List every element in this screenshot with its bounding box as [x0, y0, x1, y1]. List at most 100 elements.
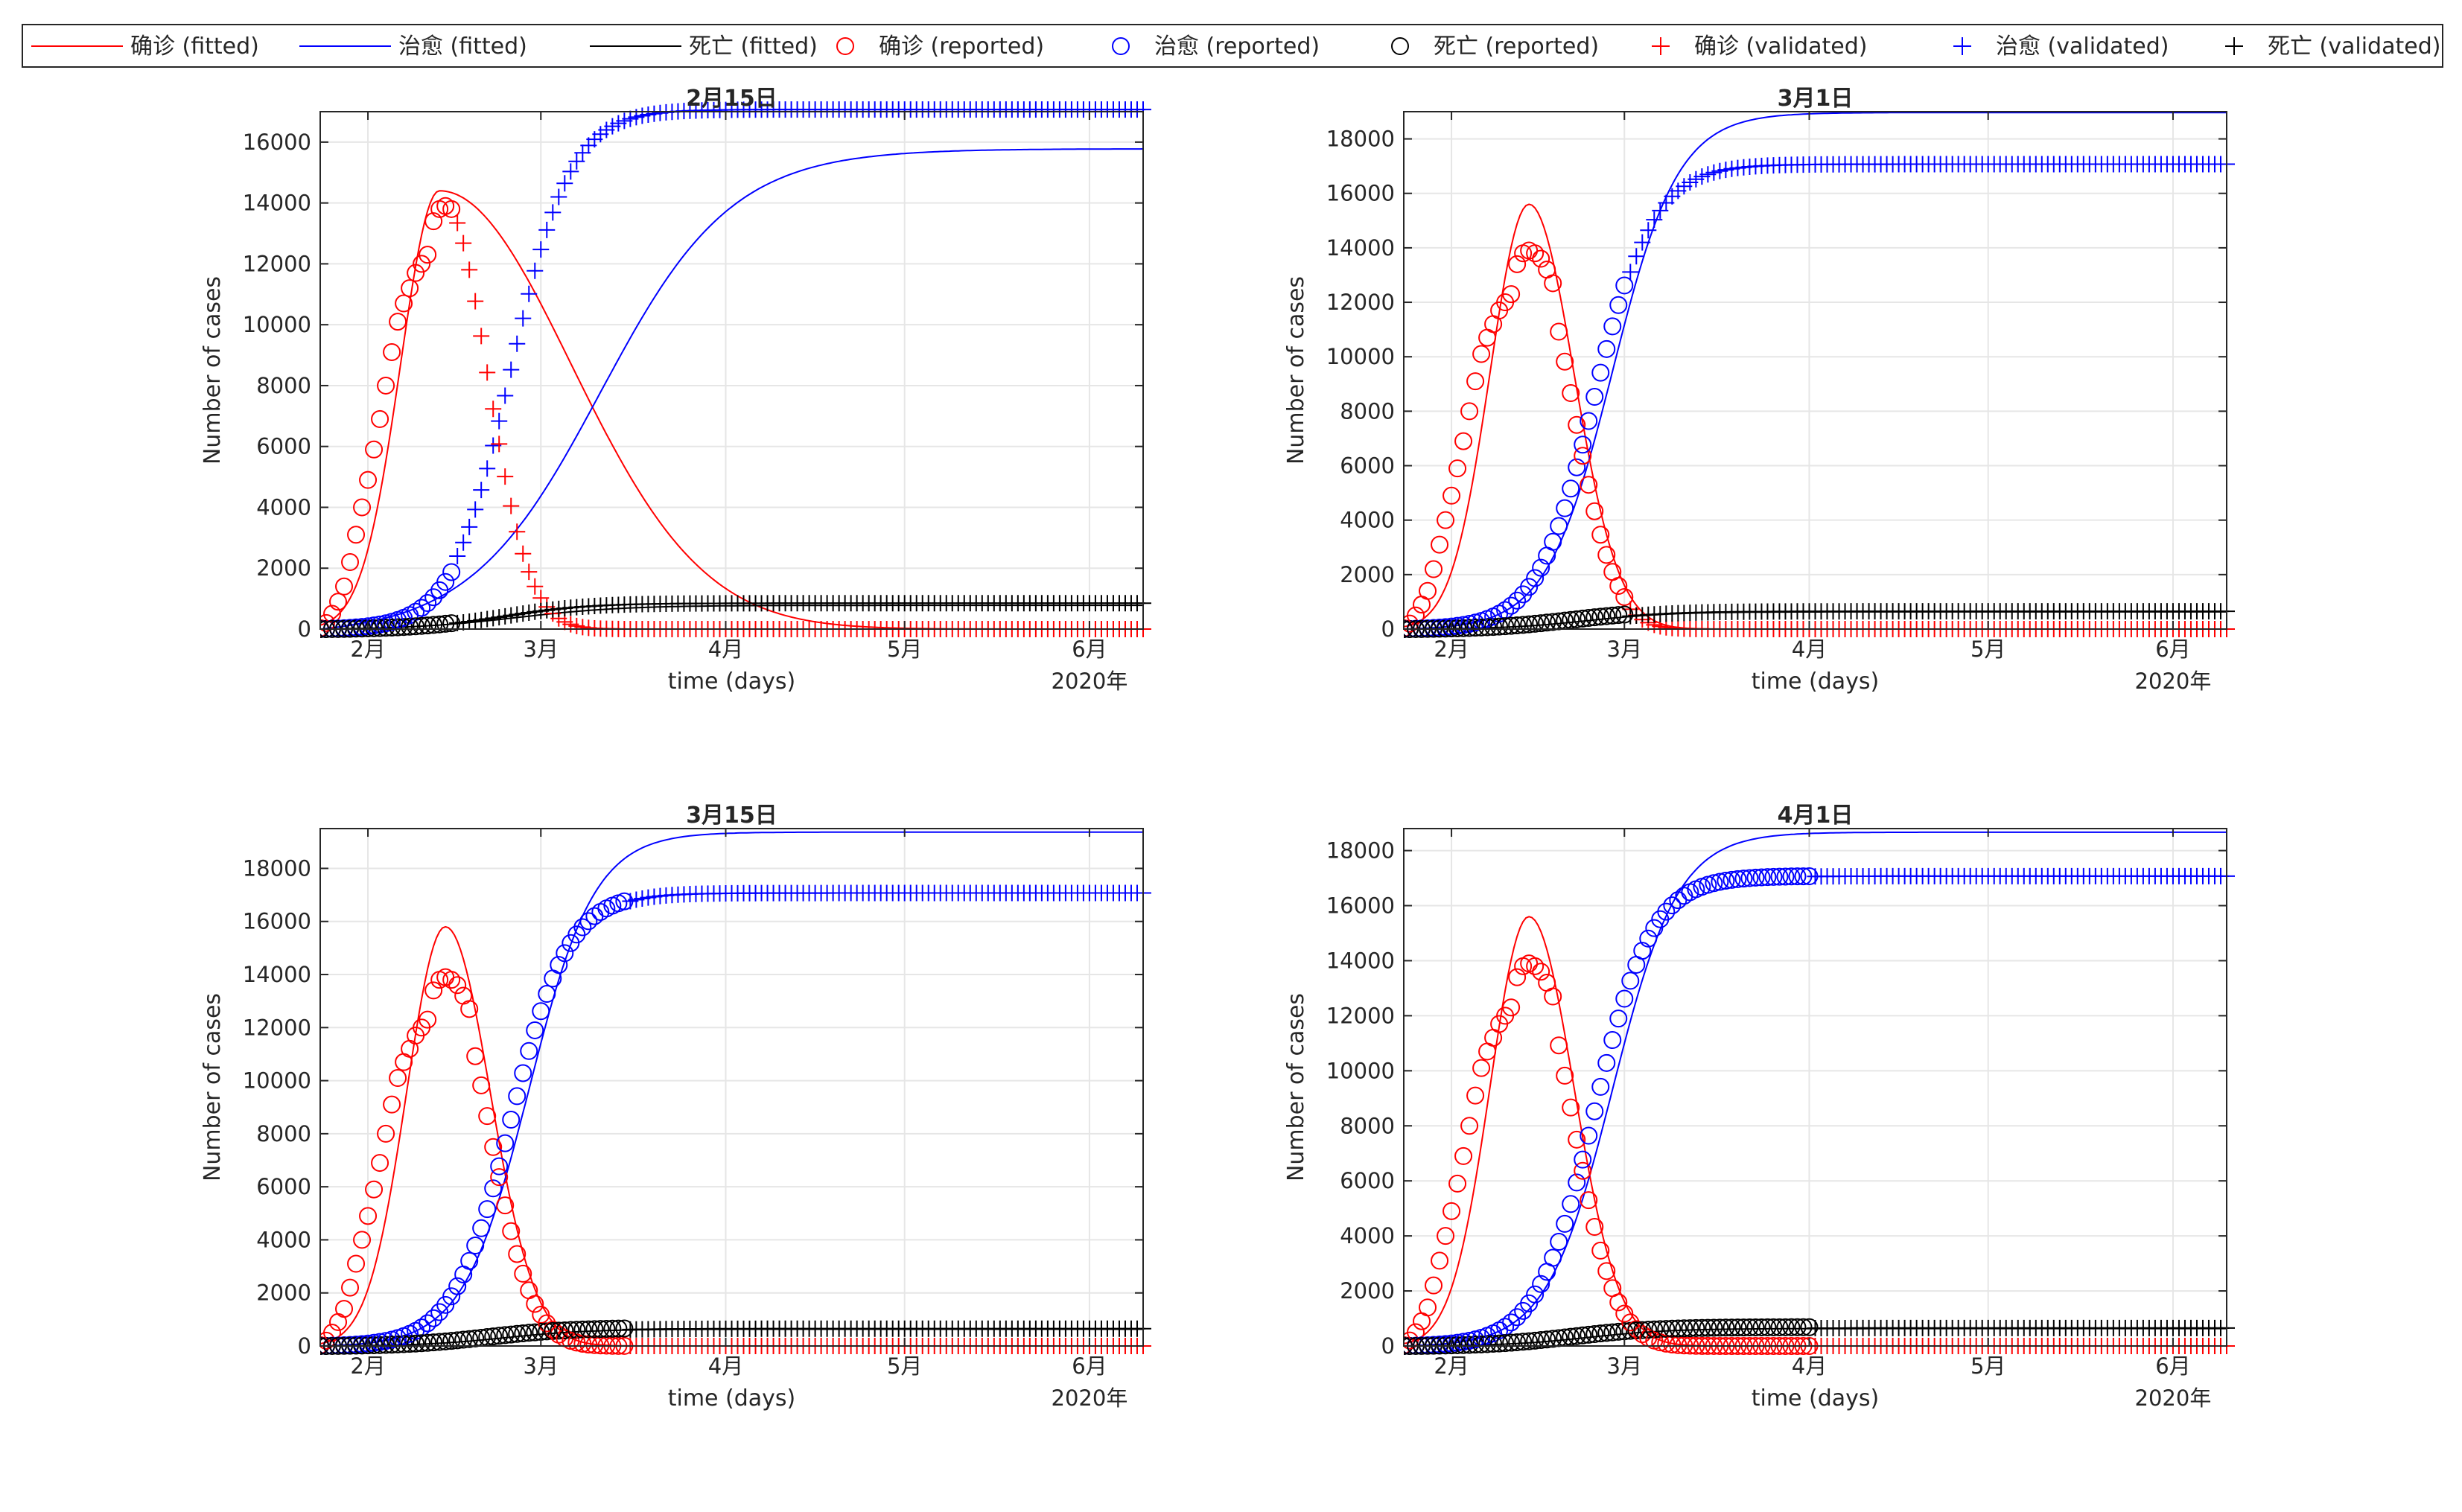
x-tick-label: 5月 — [887, 637, 922, 662]
reported-confirmed-marker — [1556, 352, 1574, 371]
reported-cured-marker — [556, 944, 574, 963]
y-tick-label: 0 — [298, 1333, 311, 1359]
y-tick-label: 4000 — [1340, 508, 1395, 533]
reported-confirmed-marker — [1454, 432, 1473, 450]
y-tick-label: 16000 — [243, 130, 311, 155]
validated-cured-marker — [455, 534, 472, 551]
x-tick-label: 2月 — [350, 1353, 385, 1379]
reported-confirmed-marker — [389, 313, 407, 331]
reported-confirmed-marker — [1532, 249, 1550, 268]
reported-confirmed-marker — [407, 264, 425, 282]
reported-deaths-marker — [1705, 1318, 1723, 1337]
reported-confirmed-marker — [1460, 402, 1479, 421]
reported-cured-marker — [1663, 896, 1682, 915]
y-tick-label: 6000 — [1340, 453, 1395, 479]
legend-item: 死亡 (reported) — [1391, 34, 1599, 60]
reported-confirmed-marker — [371, 409, 389, 428]
legend-item: 治愈 (reported) — [1112, 34, 1320, 60]
chart-title: 3月15日 — [686, 803, 777, 829]
reported-deaths-marker — [603, 1319, 622, 1338]
reported-cured-marker — [1776, 867, 1795, 886]
reported-cured-marker — [502, 1111, 521, 1129]
reported-deaths-marker — [365, 619, 384, 637]
reported-deaths-marker — [1568, 610, 1586, 628]
validated-confirmed-marker — [461, 261, 478, 278]
reported-deaths-marker — [1532, 614, 1550, 633]
reported-deaths-marker — [1538, 613, 1556, 632]
legend-plus-swatch — [2225, 37, 2243, 55]
reported-cured-marker — [1782, 867, 1801, 886]
reported-cured-marker — [532, 1002, 550, 1021]
reported-confirmed-marker — [496, 1196, 515, 1215]
reported-confirmed-marker — [1454, 1146, 1473, 1165]
legend-label: 确诊 (fitted) — [130, 34, 259, 60]
reported-cured-marker — [1717, 872, 1735, 890]
reported-confirmed-marker — [377, 376, 395, 395]
reported-deaths-marker — [1794, 1318, 1813, 1336]
reported-cured-marker — [508, 1087, 527, 1106]
validated-cured-marker — [527, 262, 544, 279]
reported-deaths-marker — [1603, 1323, 1622, 1342]
legend-box — [22, 24, 2443, 68]
reported-deaths-marker — [1466, 1336, 1485, 1354]
reported-cured-marker — [1568, 1173, 1586, 1192]
reported-confirmed-marker — [526, 1295, 544, 1313]
reported-confirmed-marker — [413, 255, 431, 273]
reported-cured-marker — [1574, 1150, 1592, 1169]
reported-deaths-marker — [1562, 1327, 1580, 1346]
y-tick-label: 8000 — [256, 373, 311, 398]
x-tick-label: 6月 — [1072, 1353, 1107, 1379]
reported-cured-marker — [1723, 870, 1741, 889]
reported-confirmed-marker — [1657, 1334, 1676, 1353]
y-tick-label: 16000 — [243, 909, 311, 934]
reported-deaths-marker — [526, 1323, 544, 1342]
reported-cured-marker — [1526, 569, 1545, 587]
reported-cured-marker — [1550, 1233, 1568, 1251]
x-tick-label: 4月 — [1792, 1353, 1827, 1379]
y-tick-label: 12000 — [1326, 1003, 1395, 1028]
x-tick-label: 2月 — [1434, 1353, 1469, 1379]
validated-cured-marker — [556, 175, 573, 192]
reported-deaths-marker — [1574, 1326, 1592, 1344]
x-tick-label: 6月 — [1072, 637, 1107, 662]
fitted-cured-line — [320, 831, 1143, 1347]
validated-cured-marker — [521, 285, 538, 302]
reported-cured-marker — [1591, 363, 1610, 382]
reported-confirmed-marker — [1425, 560, 1443, 578]
legend-item: 确诊 (validated) — [1652, 34, 1867, 60]
reported-deaths-marker — [1580, 1325, 1598, 1344]
reported-cured-marker — [1597, 1053, 1616, 1072]
reported-confirmed-marker — [1591, 526, 1610, 544]
reported-cured-marker — [1615, 989, 1634, 1008]
reported-confirmed-marker — [514, 1264, 532, 1283]
reported-confirmed-marker — [377, 1124, 395, 1143]
reported-cured-marker — [615, 892, 634, 910]
reported-cured-marker — [1568, 458, 1586, 476]
validated-cured-marker — [497, 387, 514, 404]
x-tick-label: 5月 — [1970, 637, 2005, 662]
reported-deaths-marker — [1454, 1336, 1473, 1354]
validated-cured-marker — [1622, 264, 1639, 281]
x-tick-label: 3月 — [524, 1353, 559, 1379]
validated-cured-marker — [461, 518, 478, 535]
reported-confirmed-marker — [353, 498, 372, 517]
reported-deaths-marker — [1490, 1334, 1509, 1353]
y-tick-label: 10000 — [1326, 1058, 1395, 1083]
reported-deaths-marker — [1723, 1318, 1741, 1337]
fitted-cured-line — [1404, 112, 2227, 630]
reported-cured-marker — [1633, 942, 1652, 960]
reported-deaths-marker — [1663, 1319, 1682, 1338]
legend-item: 治愈 (validated) — [1953, 34, 2169, 60]
reported-deaths-marker — [514, 1324, 532, 1343]
reported-cured-marker — [1603, 317, 1622, 336]
x-tick-label: 3月 — [1607, 637, 1642, 662]
y-tick-label: 4000 — [1340, 1223, 1395, 1248]
reported-confirmed-marker — [442, 971, 461, 989]
subplot-3: 0 2000 4000 6000 8000 10000 12000 14000 16000 180… — [200, 803, 1151, 1411]
reported-confirmed-marker — [1597, 546, 1616, 564]
fitted-confirmed-line — [320, 925, 1143, 1347]
reported-deaths-marker — [1776, 1318, 1795, 1336]
reported-confirmed-marker — [424, 212, 443, 231]
reported-cured-marker — [1746, 868, 1765, 887]
y-tick-label: 4000 — [256, 494, 311, 520]
